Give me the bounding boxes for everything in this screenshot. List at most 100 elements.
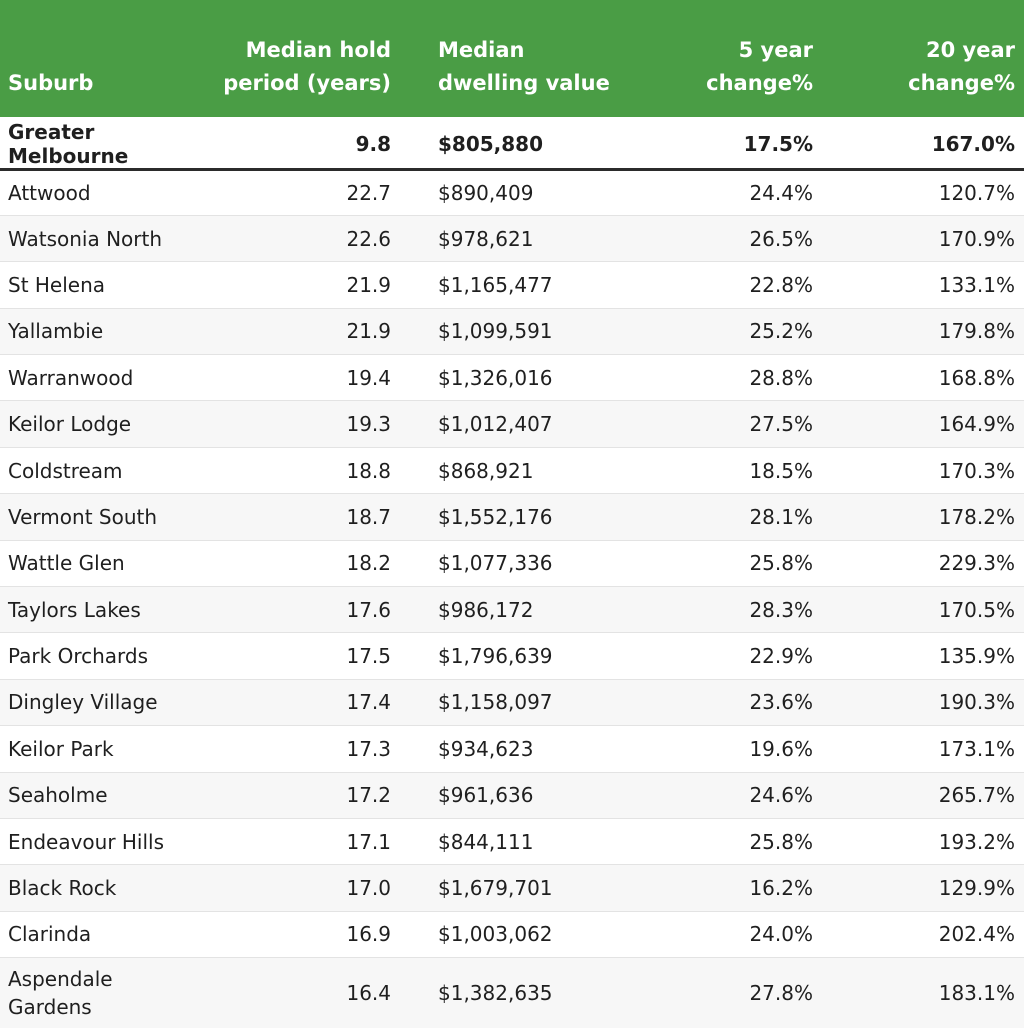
table-row: St Helena 21.9 $1,165,477 22.8% 133.1% (0, 261, 1024, 309)
cell-hold: 16.9 (200, 911, 400, 959)
cell-suburb: Wattle Glen (0, 540, 200, 588)
cell-value: $961,636 (400, 772, 630, 819)
cell-five: 18.5% (630, 447, 822, 495)
cell-twenty: 170.3% (822, 447, 1024, 495)
table-body: Greater Melbourne 9.8 $805,880 17.5% 167… (0, 116, 1024, 1028)
table-row: Park Orchards 17.5 $1,796,639 22.9% 135.9% (0, 632, 1024, 680)
cell-value: $1,552,176 (400, 493, 630, 541)
cell-hold: 19.3 (200, 400, 400, 448)
table-row: Attwood 22.7 $890,409 24.4% 120.7% (0, 169, 1024, 216)
cell-five: 25.2% (630, 308, 822, 356)
cell-five: 24.6% (630, 772, 822, 819)
header-20yr-change: 20 year change% (822, 0, 1024, 118)
cell-five: 26.5% (630, 215, 822, 263)
cell-five: 24.4% (630, 169, 822, 216)
cell-five: 28.8% (630, 354, 822, 402)
cell-five: 25.8% (630, 540, 822, 588)
cell-value: $1,012,407 (400, 400, 630, 448)
cell-twenty: 202.4% (822, 911, 1024, 959)
cell-hold: 17.2 (200, 772, 400, 819)
cell-suburb: Vermont South (0, 493, 200, 541)
table-row: Yallambie 21.9 $1,099,591 25.2% 179.8% (0, 308, 1024, 356)
cell-five: 22.9% (630, 632, 822, 680)
cell-five: 16.2% (630, 864, 822, 912)
cell-hold: 22.6 (200, 215, 400, 263)
cell-five: 28.1% (630, 493, 822, 541)
table-row: Watsonia North 22.6 $978,621 26.5% 170.9% (0, 215, 1024, 263)
cell-value: $1,796,639 (400, 632, 630, 680)
cell-value: $986,172 (400, 586, 630, 634)
header-suburb: Suburb (0, 0, 200, 118)
cell-five: 27.5% (630, 400, 822, 448)
cell-five: 22.8% (630, 261, 822, 309)
table-row: Wattle Glen 18.2 $1,077,336 25.8% 229.3% (0, 540, 1024, 588)
table-row: Keilor Lodge 19.3 $1,012,407 27.5% 164.9% (0, 400, 1024, 448)
summary-value: $805,880 (400, 116, 630, 171)
cell-value: $1,158,097 (400, 679, 630, 727)
cell-value: $1,382,635 (400, 957, 630, 1028)
table-row: Clarinda 16.9 $1,003,062 24.0% 202.4% (0, 911, 1024, 959)
cell-hold: 17.1 (200, 818, 400, 866)
table-header: Suburb Median hold period (years) Median… (0, 0, 1024, 118)
cell-five: 23.6% (630, 679, 822, 727)
header-5yr-change: 5 year change% (630, 0, 822, 118)
cell-hold: 17.6 (200, 586, 400, 634)
cell-twenty: 170.9% (822, 215, 1024, 263)
table-row: Vermont South 18.7 $1,552,176 28.1% 178.2% (0, 493, 1024, 541)
table-row: Seaholme 17.2 $961,636 24.6% 265.7% (0, 772, 1024, 819)
cell-suburb: Dingley Village (0, 679, 200, 727)
cell-twenty: 229.3% (822, 540, 1024, 588)
table-row: Warranwood 19.4 $1,326,016 28.8% 168.8% (0, 354, 1024, 402)
cell-suburb: Keilor Lodge (0, 400, 200, 448)
table-row: Endeavour Hills 17.1 $844,111 25.8% 193.2% (0, 818, 1024, 866)
cell-hold: 18.7 (200, 493, 400, 541)
summary-hold: 9.8 (200, 116, 400, 171)
summary-suburb: Greater Melbourne (0, 116, 200, 171)
cell-value: $1,077,336 (400, 540, 630, 588)
cell-suburb: Keilor Park (0, 725, 200, 773)
cell-twenty: 193.2% (822, 818, 1024, 866)
cell-twenty: 265.7% (822, 772, 1024, 819)
cell-twenty: 164.9% (822, 400, 1024, 448)
cell-suburb: Black Rock (0, 864, 200, 912)
cell-suburb: St Helena (0, 261, 200, 309)
cell-suburb: Taylors Lakes (0, 586, 200, 634)
cell-value: $868,921 (400, 447, 630, 495)
cell-value: $890,409 (400, 169, 630, 216)
cell-twenty: 190.3% (822, 679, 1024, 727)
cell-suburb: Clarinda (0, 911, 200, 959)
cell-suburb: Aspendale Gardens (0, 957, 200, 1028)
table-row: Taylors Lakes 17.6 $986,172 28.3% 170.5% (0, 586, 1024, 634)
table-row: Keilor Park 17.3 $934,623 19.6% 173.1% (0, 725, 1024, 773)
cell-suburb: Attwood (0, 169, 200, 216)
cell-twenty: 179.8% (822, 308, 1024, 356)
cell-hold: 17.5 (200, 632, 400, 680)
cell-twenty: 170.5% (822, 586, 1024, 634)
cell-five: 27.8% (630, 957, 822, 1028)
table-row: Black Rock 17.0 $1,679,701 16.2% 129.9% (0, 864, 1024, 912)
cell-five: 25.8% (630, 818, 822, 866)
cell-hold: 17.4 (200, 679, 400, 727)
cell-twenty: 173.1% (822, 725, 1024, 773)
cell-suburb: Park Orchards (0, 632, 200, 680)
cell-hold: 22.7 (200, 169, 400, 216)
cell-suburb: Yallambie (0, 308, 200, 356)
cell-twenty: 129.9% (822, 864, 1024, 912)
cell-value: $1,326,016 (400, 354, 630, 402)
cell-twenty: 178.2% (822, 493, 1024, 541)
cell-suburb: Seaholme (0, 772, 200, 819)
header-row: Suburb Median hold period (years) Median… (0, 0, 1024, 118)
cell-twenty: 133.1% (822, 261, 1024, 309)
cell-five: 24.0% (630, 911, 822, 959)
cell-value: $934,623 (400, 725, 630, 773)
table-row: Aspendale Gardens 16.4 $1,382,635 27.8% 183.… (0, 957, 1024, 1028)
cell-twenty: 183.1% (822, 957, 1024, 1028)
cell-suburb: Warranwood (0, 354, 200, 402)
cell-value: $1,003,062 (400, 911, 630, 959)
cell-hold: 21.9 (200, 308, 400, 356)
cell-five: 28.3% (630, 586, 822, 634)
cell-value: $978,621 (400, 215, 630, 263)
cell-value: $1,165,477 (400, 261, 630, 309)
table-row: Dingley Village 17.4 $1,158,097 23.6% 190.3% (0, 679, 1024, 727)
cell-hold: 21.9 (200, 261, 400, 309)
